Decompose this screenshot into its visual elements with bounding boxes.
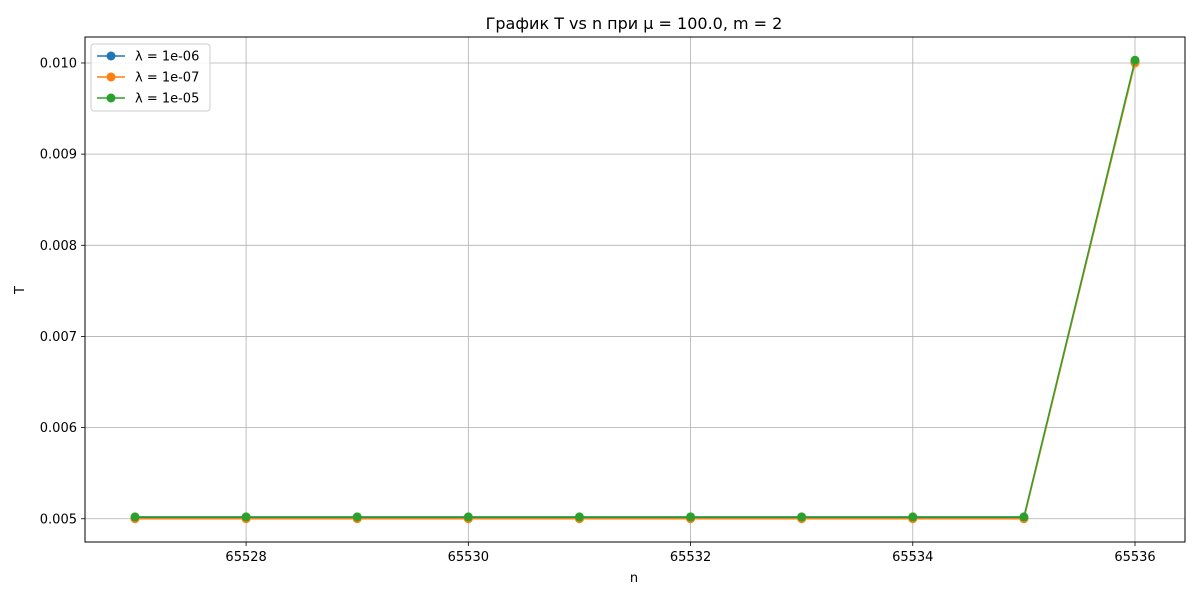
legend-marker	[106, 51, 116, 61]
x-tick-label: 65534	[892, 550, 933, 565]
chart-title: График T vs n при μ = 100.0, m = 2	[486, 14, 783, 33]
data-point	[241, 512, 251, 522]
data-point	[130, 512, 140, 522]
series-line	[135, 60, 1136, 518]
y-tick-label: 0.009	[40, 148, 77, 163]
legend-marker	[106, 72, 116, 82]
y-tick-label: 0.008	[40, 239, 77, 254]
legend-label: λ = 1e-06	[135, 50, 199, 65]
data-point	[463, 512, 473, 522]
legend-box	[90, 43, 211, 112]
data-point	[352, 512, 362, 522]
series-3	[130, 55, 1140, 522]
data-point	[1019, 512, 1029, 522]
data-point	[574, 512, 584, 522]
y-tick-label: 0.007	[40, 330, 77, 345]
legend-item: λ = 1e-06	[97, 50, 199, 65]
legend-label: λ = 1e-05	[135, 92, 199, 107]
series	[130, 55, 1140, 524]
y-tick-label: 0.010	[40, 56, 77, 71]
data-point	[797, 512, 807, 522]
legend-item: λ = 1e-05	[97, 92, 199, 107]
y-tick-label: 0.005	[40, 512, 77, 527]
legend-item: λ = 1e-07	[97, 71, 199, 86]
legend: λ = 1e-06 λ = 1e-07 λ = 1e-05	[90, 43, 211, 112]
axis-ticks: 65528 65530 65532 65534 65536 0.005 0.006 0.007…	[40, 56, 1156, 565]
x-tick-label: 65536	[1114, 550, 1155, 565]
plot-frame	[84, 36, 1186, 543]
data-point	[686, 512, 696, 522]
y-tick-label: 0.006	[40, 421, 77, 436]
x-tick-label: 65532	[670, 550, 711, 565]
data-point	[908, 512, 918, 522]
legend-label: λ = 1e-07	[135, 71, 199, 86]
legend-marker	[106, 93, 116, 103]
data-point	[1130, 55, 1140, 65]
grid	[85, 37, 1185, 542]
y-axis-label: T	[13, 286, 28, 295]
series-line	[135, 62, 1136, 520]
x-axis-label: n	[630, 571, 638, 586]
x-tick-label: 65530	[448, 550, 489, 565]
x-tick-label: 65528	[225, 550, 266, 565]
